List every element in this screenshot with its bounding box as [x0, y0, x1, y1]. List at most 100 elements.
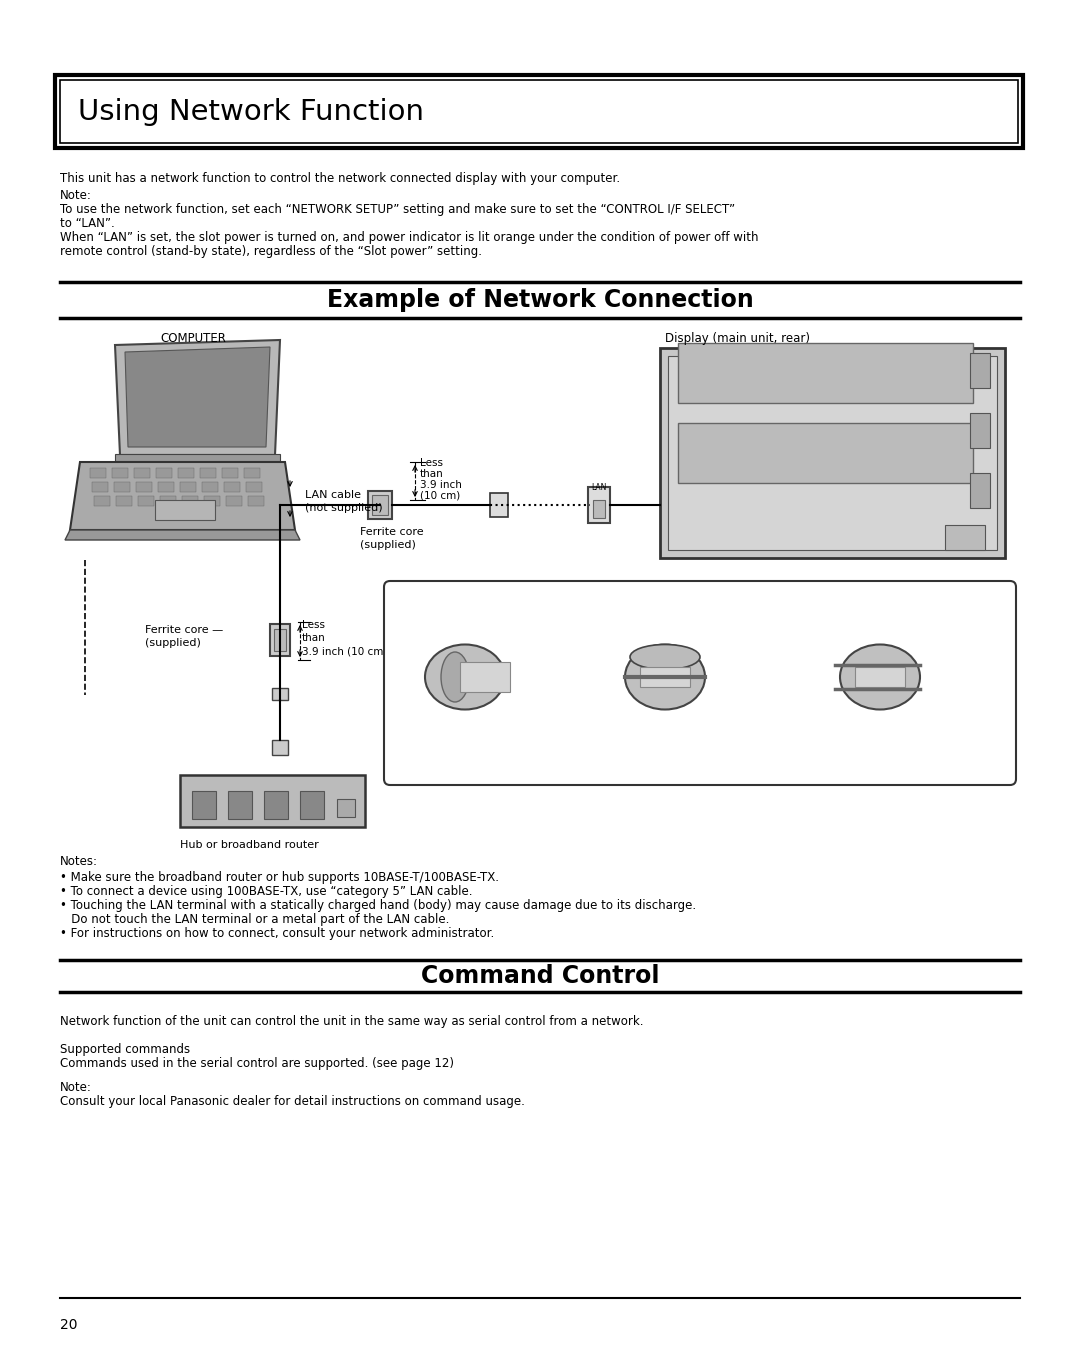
- Ellipse shape: [630, 645, 700, 669]
- Bar: [248, 496, 264, 506]
- Bar: [114, 482, 130, 492]
- Text: Wind the cable: Wind the cable: [600, 739, 678, 749]
- Text: Ferrite core: Ferrite core: [360, 527, 423, 538]
- Bar: [945, 525, 985, 550]
- Polygon shape: [125, 347, 270, 447]
- Text: Example of Network Connection: Example of Network Connection: [326, 288, 754, 311]
- Text: Less: Less: [302, 620, 325, 630]
- Text: (supplied): (supplied): [360, 540, 416, 550]
- Text: Ferrite core —: Ferrite core —: [145, 626, 224, 635]
- Text: ①: ①: [402, 609, 411, 619]
- Text: COMPUTER: COMPUTER: [160, 332, 226, 345]
- Text: • For instructions on how to connect, consult your network administrator.: • For instructions on how to connect, co…: [60, 927, 495, 940]
- Bar: [92, 482, 108, 492]
- Bar: [272, 741, 288, 756]
- Bar: [134, 468, 150, 478]
- Text: Supported commands: Supported commands: [60, 1043, 190, 1056]
- Bar: [970, 413, 990, 448]
- Bar: [368, 492, 392, 519]
- Polygon shape: [70, 462, 295, 529]
- Text: When “LAN” is set, the slot power is turned on, and power indicator is lit orang: When “LAN” is set, the slot power is tur…: [60, 232, 758, 244]
- Bar: [178, 468, 194, 478]
- Text: (in two places): (in two places): [402, 751, 478, 761]
- Bar: [855, 668, 905, 686]
- Bar: [372, 496, 388, 515]
- Bar: [114, 454, 280, 462]
- Text: Using Network Function: Using Network Function: [78, 97, 424, 126]
- Bar: [116, 496, 132, 506]
- Text: to “LAN”.: to “LAN”.: [60, 217, 114, 230]
- Bar: [490, 493, 508, 517]
- Ellipse shape: [625, 645, 705, 709]
- Polygon shape: [65, 529, 300, 540]
- Bar: [94, 496, 110, 506]
- FancyBboxPatch shape: [384, 581, 1016, 785]
- Text: Consult your local Panasonic dealer for detail instructions on command usage.: Consult your local Panasonic dealer for …: [60, 1095, 525, 1108]
- Bar: [60, 80, 1018, 144]
- Bar: [158, 482, 174, 492]
- Ellipse shape: [840, 645, 920, 709]
- Bar: [274, 630, 286, 651]
- Text: Display (main unit, rear): Display (main unit, rear): [665, 332, 810, 345]
- Ellipse shape: [441, 653, 469, 701]
- Text: Pull back the tabs: Pull back the tabs: [402, 739, 495, 749]
- Bar: [192, 791, 216, 819]
- Bar: [246, 482, 262, 492]
- Bar: [222, 468, 238, 478]
- Bar: [593, 500, 605, 519]
- Bar: [224, 482, 240, 492]
- Bar: [183, 496, 198, 506]
- Bar: [228, 791, 252, 819]
- Text: This unit has a network function to control the network connected display with y: This unit has a network function to cont…: [60, 172, 620, 185]
- Bar: [204, 496, 220, 506]
- Text: Command Control: Command Control: [421, 964, 659, 988]
- Bar: [160, 496, 176, 506]
- Text: Less: Less: [420, 458, 443, 468]
- Bar: [669, 356, 997, 550]
- Bar: [337, 799, 355, 816]
- Text: LAN cable: LAN cable: [305, 490, 361, 500]
- Text: than: than: [302, 634, 326, 643]
- Ellipse shape: [426, 645, 505, 709]
- Text: than: than: [420, 468, 444, 479]
- Text: LAN: LAN: [592, 483, 607, 492]
- Text: ③: ③: [805, 609, 814, 619]
- Bar: [180, 774, 365, 827]
- Bar: [678, 343, 973, 403]
- Bar: [460, 662, 510, 692]
- Bar: [970, 353, 990, 389]
- Bar: [226, 496, 242, 506]
- Bar: [300, 791, 324, 819]
- Text: (supplied): (supplied): [145, 638, 201, 649]
- Text: 3.9 inch (10 cm): 3.9 inch (10 cm): [302, 646, 388, 655]
- Bar: [55, 74, 1023, 148]
- Text: 20: 20: [60, 1317, 78, 1332]
- Bar: [970, 473, 990, 508]
- Bar: [202, 482, 218, 492]
- Bar: [588, 487, 610, 523]
- Text: Press  the  cable: Press the cable: [798, 739, 883, 749]
- Text: Network function of the unit can control the unit in the same way as serial cont: Network function of the unit can control…: [60, 1016, 644, 1028]
- Text: through and close: through and close: [798, 751, 892, 761]
- Bar: [138, 496, 154, 506]
- Bar: [136, 482, 152, 492]
- Polygon shape: [114, 340, 280, 455]
- Text: Commands used in the serial control are supported. (see page 12): Commands used in the serial control are …: [60, 1057, 454, 1070]
- Text: Do not touch the LAN terminal or a metal part of the LAN cable.: Do not touch the LAN terminal or a metal…: [60, 913, 449, 926]
- Text: To use the network function, set each “NETWORK SETUP” setting and make sure to s: To use the network function, set each “N…: [60, 203, 735, 217]
- Bar: [272, 688, 288, 700]
- Text: twice: twice: [600, 751, 627, 761]
- Text: • Touching the LAN terminal with a statically charged hand (body) may cause dama: • Touching the LAN terminal with a stati…: [60, 899, 697, 913]
- Bar: [180, 482, 195, 492]
- Bar: [270, 624, 291, 655]
- Bar: [640, 668, 690, 686]
- Text: • Make sure the broadband router or hub supports 10BASE-T/100BASE-TX.: • Make sure the broadband router or hub …: [60, 871, 499, 884]
- Bar: [112, 468, 129, 478]
- Text: Open: Open: [705, 655, 733, 665]
- Bar: [90, 468, 106, 478]
- Bar: [660, 348, 1005, 558]
- Bar: [156, 468, 172, 478]
- Text: Notes:: Notes:: [60, 854, 98, 868]
- Bar: [264, 791, 288, 819]
- Bar: [244, 468, 260, 478]
